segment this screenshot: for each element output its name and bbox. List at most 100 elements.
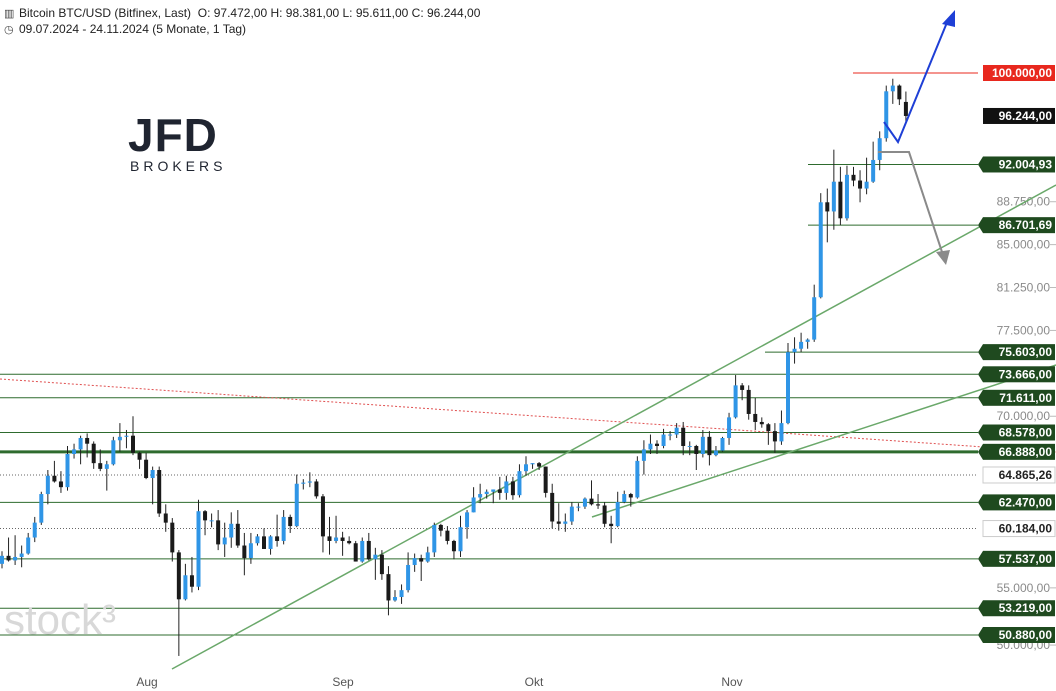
candle-body (65, 453, 70, 488)
label-box (983, 424, 1055, 441)
candle (320, 494, 325, 553)
candle-body (85, 437, 90, 444)
candle-body (884, 91, 889, 139)
x-tick-label: Sep (332, 675, 354, 689)
candle (399, 584, 404, 604)
candle (753, 397, 758, 430)
candle (897, 84, 902, 106)
candle (91, 441, 96, 469)
candle-body (0, 555, 4, 564)
candle-body (537, 463, 542, 467)
candle-body (753, 413, 758, 422)
candle (720, 436, 725, 452)
candle (222, 522, 227, 557)
y-tick-label: 88.750,00 (997, 195, 1051, 209)
label-box (982, 520, 1056, 538)
candle-body (203, 511, 208, 521)
candle (150, 466, 155, 505)
candle-body (668, 434, 673, 436)
candle-body (491, 489, 496, 492)
level-price-label: 68.578,00 (978, 424, 1055, 441)
candle (98, 449, 103, 472)
candle-body (52, 475, 57, 482)
candle (203, 510, 208, 536)
candle-body (733, 385, 738, 418)
bullish-arrowhead (942, 10, 955, 27)
candle-body (425, 552, 430, 562)
label-pointer (978, 366, 983, 383)
candle-body (163, 513, 168, 523)
candle (602, 502, 607, 528)
candle (700, 429, 705, 458)
candle (65, 445, 70, 491)
label-text: 66.888,00 (999, 445, 1053, 459)
candle (687, 441, 692, 456)
candle-body (897, 85, 902, 100)
candle-body (131, 435, 135, 453)
candle (465, 510, 470, 539)
candle-body (497, 489, 502, 493)
candle (543, 466, 548, 498)
candle-body (504, 481, 509, 493)
candle-body (45, 475, 50, 495)
candle (137, 451, 142, 469)
candle-body (281, 516, 286, 541)
candle (556, 503, 561, 531)
label-text: 62.470,00 (999, 495, 1053, 509)
candle-body (248, 543, 253, 559)
candle-body (104, 464, 109, 469)
candle-body (176, 552, 181, 600)
candle-body (890, 85, 895, 92)
candle-body (838, 181, 843, 219)
candle-body (550, 492, 555, 522)
candle (360, 537, 365, 563)
candle (537, 462, 542, 471)
candle-body (674, 427, 679, 435)
candle-body (432, 524, 437, 553)
label-pointer (978, 344, 983, 361)
y-tick-label: 85.000,00 (997, 238, 1051, 252)
candle (576, 503, 581, 512)
candle (524, 456, 528, 476)
candle-body (707, 436, 712, 456)
level-price-label: 64.865,26 (982, 466, 1056, 484)
candle-body (609, 523, 614, 527)
uptrend-line-long (171, 184, 1056, 670)
candle-body (157, 470, 162, 514)
candle-body (772, 431, 777, 442)
candle-body (222, 537, 227, 545)
uptrend-line-short (591, 364, 1056, 518)
level-price-label: 53.219,00 (978, 600, 1055, 617)
candle (582, 497, 587, 509)
candle-body (196, 511, 201, 587)
candle-body (451, 540, 456, 552)
candle (366, 532, 371, 561)
candle-body (124, 435, 129, 437)
label-box (983, 600, 1055, 617)
candle-body (98, 463, 103, 469)
candle-body (347, 540, 352, 544)
candle-body (419, 558, 424, 562)
candle-body (183, 575, 188, 600)
label-box (983, 443, 1055, 460)
candle (799, 332, 804, 353)
candle (740, 383, 745, 401)
candle-body (655, 443, 659, 446)
candle (78, 435, 83, 465)
candle (229, 512, 234, 548)
candle (347, 536, 352, 545)
label-pointer (978, 627, 983, 643)
candle (812, 284, 817, 342)
broker-logo: JFD BROKERS (128, 112, 222, 176)
candle (825, 188, 830, 243)
candle-body (438, 524, 443, 531)
candle (727, 412, 732, 445)
level-price-label: 75.603,00 (978, 344, 1055, 361)
candle-body (864, 181, 869, 189)
candle-body (596, 504, 601, 506)
candle (792, 337, 797, 364)
candle-body (877, 138, 882, 160)
candle-body (150, 470, 155, 479)
period-text: 09.07.2024 - 24.11.2024 (5 Monate, 1 Tag… (19, 22, 247, 36)
candle-body (720, 437, 725, 451)
